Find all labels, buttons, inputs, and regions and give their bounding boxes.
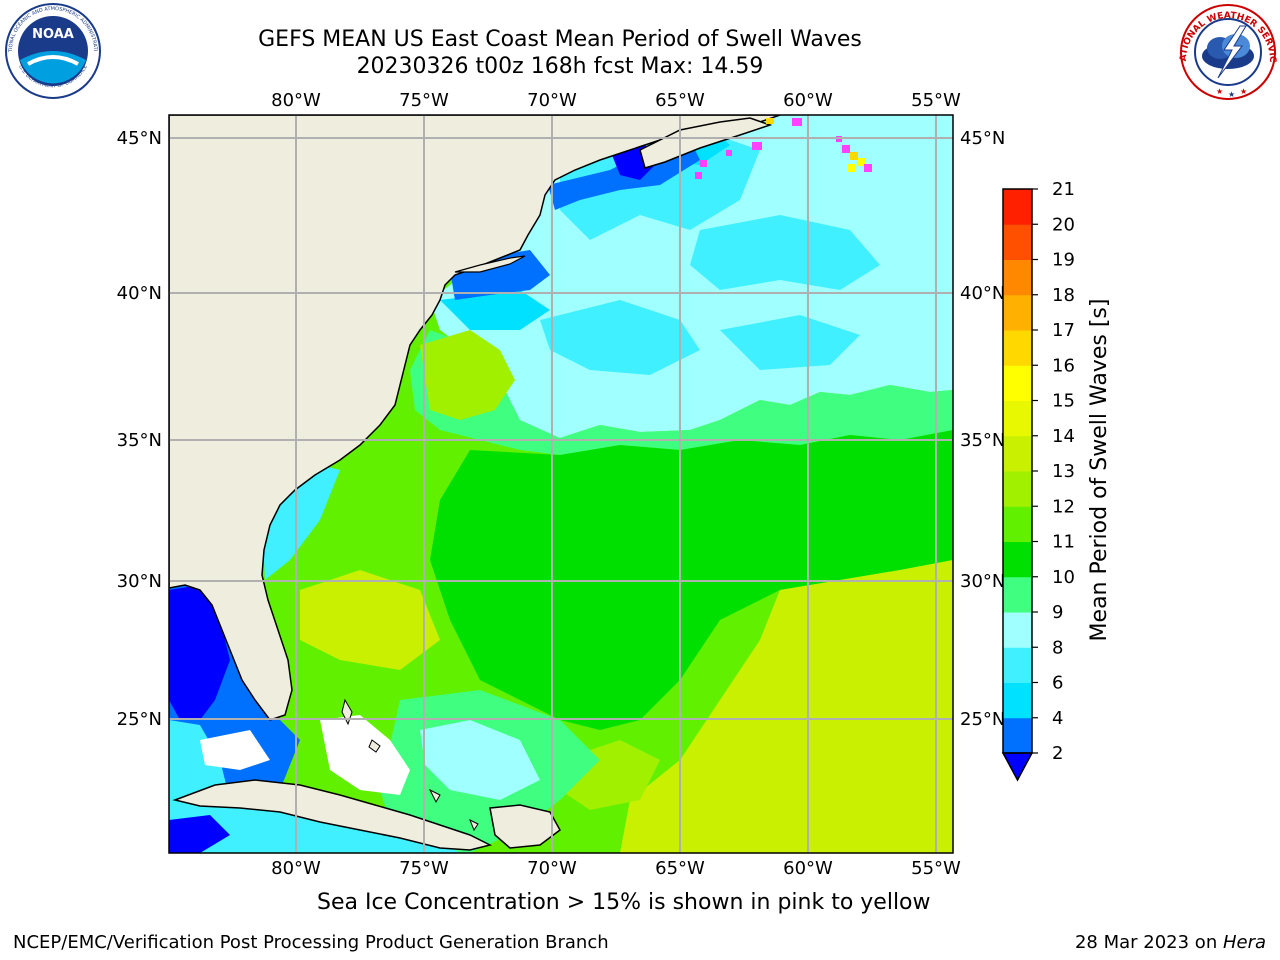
colorbar-segment-14 — [1003, 224, 1032, 260]
colorbar-tick-label-16: 21 — [1052, 179, 1075, 200]
colorbar-tick-label-11: 16 — [1052, 355, 1075, 376]
colorbar-tick-label-12: 17 — [1052, 320, 1075, 341]
lat-label-left-1: 40°N — [117, 283, 162, 304]
colorbar-under-arrow — [1003, 753, 1032, 780]
colorbar-tick-label-1: 4 — [1052, 708, 1063, 729]
lat-label-left-3: 30°N — [117, 571, 162, 592]
lon-label-top-1: 75°W — [399, 90, 449, 111]
colorbar-tick-label-8: 13 — [1052, 461, 1075, 482]
lat-label-right-0: 45°N — [960, 128, 1005, 149]
colorbar-tick-label-0: 2 — [1052, 743, 1063, 764]
colorbar-label: Mean Period of Swell Waves [s] — [1087, 299, 1112, 642]
lon-labels-bottom: 80°W 75°W 70°W 65°W 60°W 55°W — [271, 858, 961, 879]
lat-label-right-4: 25°N — [960, 709, 1005, 730]
colorbar-segment-12 — [1003, 295, 1032, 331]
lon-label-bottom-1: 75°W — [399, 858, 449, 879]
lon-label-bottom-4: 60°W — [783, 858, 833, 879]
colorbar-tick-label-3: 8 — [1052, 637, 1063, 658]
footer-credit: NCEP/EMC/Verification Post Processing Pr… — [13, 932, 609, 953]
lat-label-right-2: 35°N — [960, 430, 1005, 451]
colorbar-tick-label-13: 18 — [1052, 285, 1075, 306]
colorbar-tick-label-7: 12 — [1052, 496, 1075, 517]
colorbar-tick-label-6: 11 — [1052, 532, 1075, 553]
colorbar-tick-label-2: 6 — [1052, 673, 1063, 694]
footer-date-text: 28 Mar 2023 on — [1075, 932, 1223, 953]
lat-labels-left: 45°N 40°N 35°N 30°N 25°N — [117, 128, 162, 730]
colorbar-segment-5 — [1003, 542, 1032, 578]
lat-labels-right: 45°N 40°N 35°N 30°N 25°N — [960, 128, 1005, 730]
colorbar-tick-label-14: 19 — [1052, 250, 1075, 271]
colorbar-segment-7 — [1003, 471, 1032, 507]
sea-ice-note: Sea Ice Concentration > 15% is shown in … — [317, 890, 931, 915]
colorbar-segment-11 — [1003, 330, 1032, 366]
lon-label-top-3: 65°W — [655, 90, 705, 111]
lon-label-bottom-2: 70°W — [527, 858, 577, 879]
lon-label-top-0: 80°W — [271, 90, 321, 111]
lon-label-top-4: 60°W — [783, 90, 833, 111]
colorbar-segment-8 — [1003, 436, 1032, 472]
colorbar-segment-10 — [1003, 365, 1032, 401]
colorbar-segment-4 — [1003, 577, 1032, 613]
lon-label-bottom-5: 55°W — [911, 858, 961, 879]
colorbar-segment-2 — [1003, 647, 1032, 683]
footer-date: 28 Mar 2023 on Hera — [1075, 932, 1266, 953]
colorbar: 2 4 6 8 9 10 11 12 13 14 15 16 17 18 19 20 21 — [1003, 179, 1075, 780]
lat-label-left-0: 45°N — [117, 128, 162, 149]
lon-label-top-5: 55°W — [911, 90, 961, 111]
swell-period-map: 80°W 75°W 70°W 65°W 60°W 55°W 80°W 75°W 70°W 65°… — [0, 0, 1280, 960]
lon-labels-top: 80°W 75°W 70°W 65°W 60°W 55°W — [271, 90, 961, 111]
lon-label-bottom-3: 65°W — [655, 858, 705, 879]
lon-label-bottom-0: 80°W — [271, 858, 321, 879]
lat-label-left-4: 25°N — [117, 709, 162, 730]
colorbar-tick-label-4: 9 — [1052, 602, 1063, 623]
footer-machine: Hera — [1223, 932, 1266, 953]
field-layer — [169, 115, 953, 853]
colorbar-segment-6 — [1003, 506, 1032, 542]
colorbar-segment-15 — [1003, 189, 1032, 225]
colorbar-tick-label-9: 14 — [1052, 426, 1075, 447]
lat-label-right-3: 30°N — [960, 571, 1005, 592]
lon-label-top-2: 70°W — [527, 90, 577, 111]
lat-label-left-2: 35°N — [117, 430, 162, 451]
colorbar-segment-0 — [1003, 718, 1032, 754]
colorbar-segment-13 — [1003, 260, 1032, 296]
colorbar-segment-1 — [1003, 683, 1032, 719]
colorbar-segment-9 — [1003, 401, 1032, 437]
colorbar-segment-3 — [1003, 612, 1032, 648]
colorbar-tick-label-5: 10 — [1052, 567, 1075, 588]
lat-label-right-1: 40°N — [960, 283, 1005, 304]
colorbar-tick-label-15: 20 — [1052, 214, 1075, 235]
colorbar-tick-label-10: 15 — [1052, 391, 1075, 412]
